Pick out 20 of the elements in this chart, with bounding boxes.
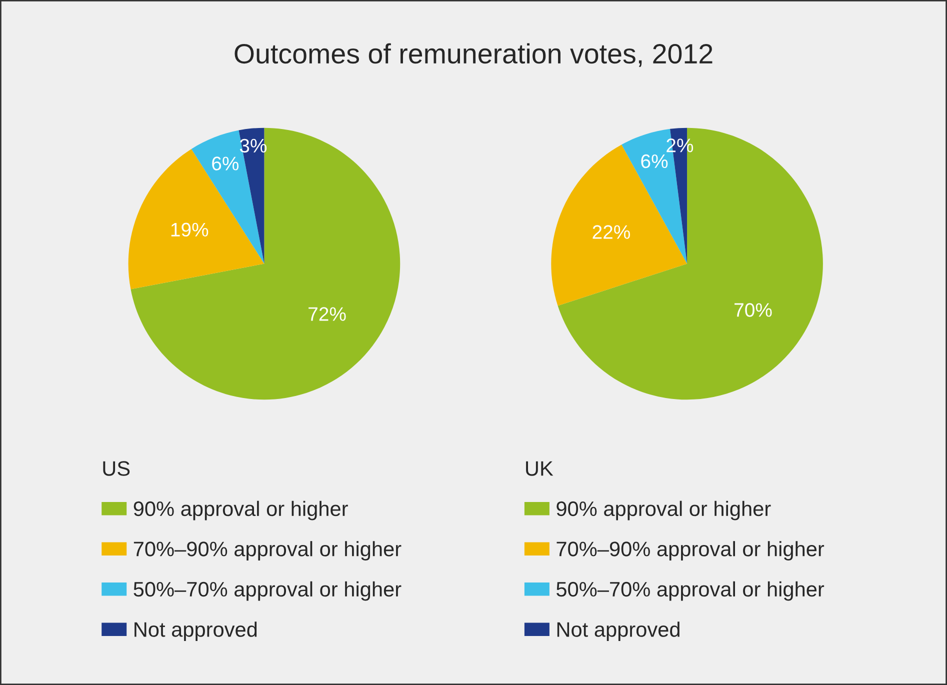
pie-slice <box>238 128 264 264</box>
legend-label: 70%–90% approval or higher <box>556 541 824 561</box>
pie-slice <box>558 128 823 400</box>
legend-label: 90% approval or higher <box>134 500 348 520</box>
legend-label: Not approved <box>557 622 680 642</box>
data-label: 72% <box>308 307 346 321</box>
legend-label: 50%–70% approval or higher <box>556 581 824 601</box>
pie-slice <box>130 128 400 400</box>
legend-title: US <box>103 461 130 476</box>
text: Outcomes of remuneration votes, 2012 <box>234 43 712 67</box>
legend-label: Not approved <box>134 622 257 642</box>
data-label: 70% <box>734 303 772 317</box>
data-label: 6% <box>212 156 239 170</box>
data-label: 19% <box>171 222 208 237</box>
legend-label: 50%–70% approval or higher <box>134 581 402 601</box>
legend-label: 90% approval or higher <box>556 500 771 520</box>
data-label: 22% <box>592 225 630 239</box>
legend-title: UK <box>526 461 554 476</box>
legend-label: 70%–90% approval or higher <box>134 541 402 561</box>
data-label: 6% <box>641 154 668 168</box>
